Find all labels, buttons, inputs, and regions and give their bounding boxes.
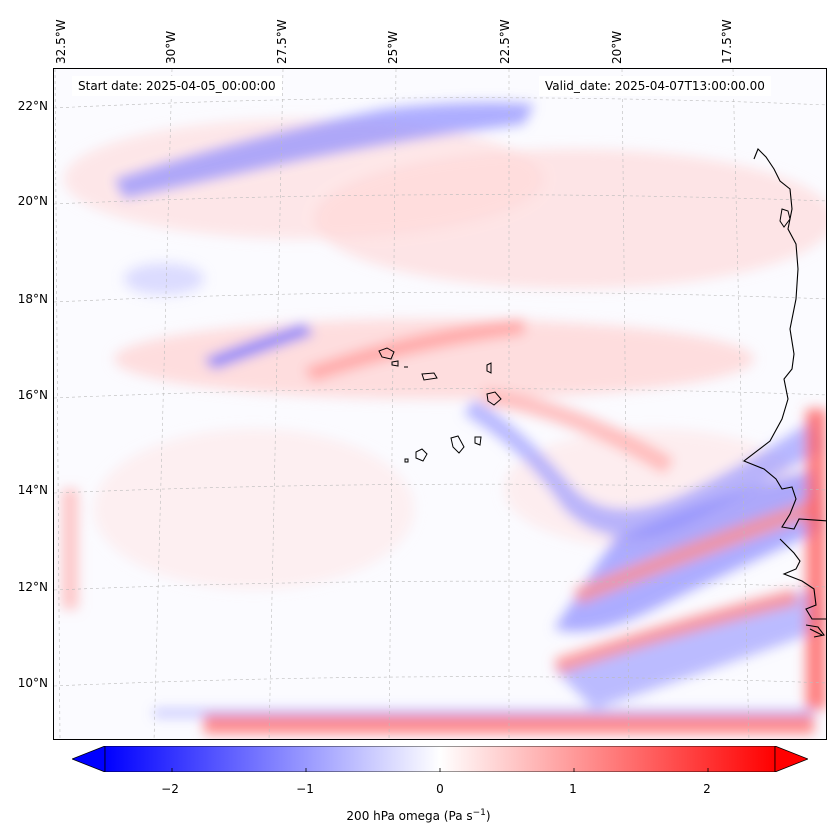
cape-verde-islands bbox=[378, 347, 502, 463]
colorbar-max-arrow bbox=[774, 746, 808, 772]
colorbar-min-arrow bbox=[72, 746, 106, 772]
lon-label-30W: 30°W bbox=[164, 30, 178, 64]
lat-label-22N: 22°N bbox=[17, 99, 48, 113]
lat-label-18N: 18°N bbox=[17, 292, 48, 306]
valid-date-label: Valid_date: 2025-04-07T13:00:00.00 bbox=[539, 76, 771, 96]
colorbar-tickmarks bbox=[171, 768, 709, 772]
omega-map bbox=[53, 68, 827, 740]
lon-label-32.5W: 32.5°W bbox=[54, 19, 68, 64]
african-coastline bbox=[742, 148, 826, 638]
colorbar bbox=[72, 746, 808, 772]
omega-shading bbox=[62, 102, 826, 734]
start-date-label: Start date: 2025-04-05_00:00:00 bbox=[72, 76, 282, 96]
colorbar-tick-label: 1 bbox=[569, 782, 577, 796]
colorbar-tick-label: −1 bbox=[296, 782, 314, 796]
lat-label-16N: 16°N bbox=[17, 388, 48, 402]
graticule bbox=[54, 69, 826, 739]
colorbar-tick-label: 0 bbox=[436, 782, 444, 796]
lon-label-22.5W: 22.5°W bbox=[498, 19, 512, 64]
lat-label-14N: 14°N bbox=[17, 483, 48, 497]
lon-label-20W: 20°W bbox=[610, 30, 624, 64]
lat-label-12N: 12°N bbox=[17, 580, 48, 594]
colorbar-title: 200 hPa omega (Pa s−1) bbox=[346, 808, 491, 823]
coast-detail bbox=[779, 208, 791, 228]
colorbar-tick-label: 2 bbox=[703, 782, 711, 796]
lon-label-27.5W: 27.5°W bbox=[275, 19, 289, 64]
lon-label-17.5W: 17.5°W bbox=[720, 19, 734, 64]
lat-label-20N: 20°N bbox=[17, 194, 48, 208]
omega-field bbox=[54, 69, 826, 739]
colorbar-tick-label: −2 bbox=[161, 782, 179, 796]
lat-label-10N: 10°N bbox=[17, 676, 48, 690]
lon-label-25W: 25°W bbox=[386, 30, 400, 64]
